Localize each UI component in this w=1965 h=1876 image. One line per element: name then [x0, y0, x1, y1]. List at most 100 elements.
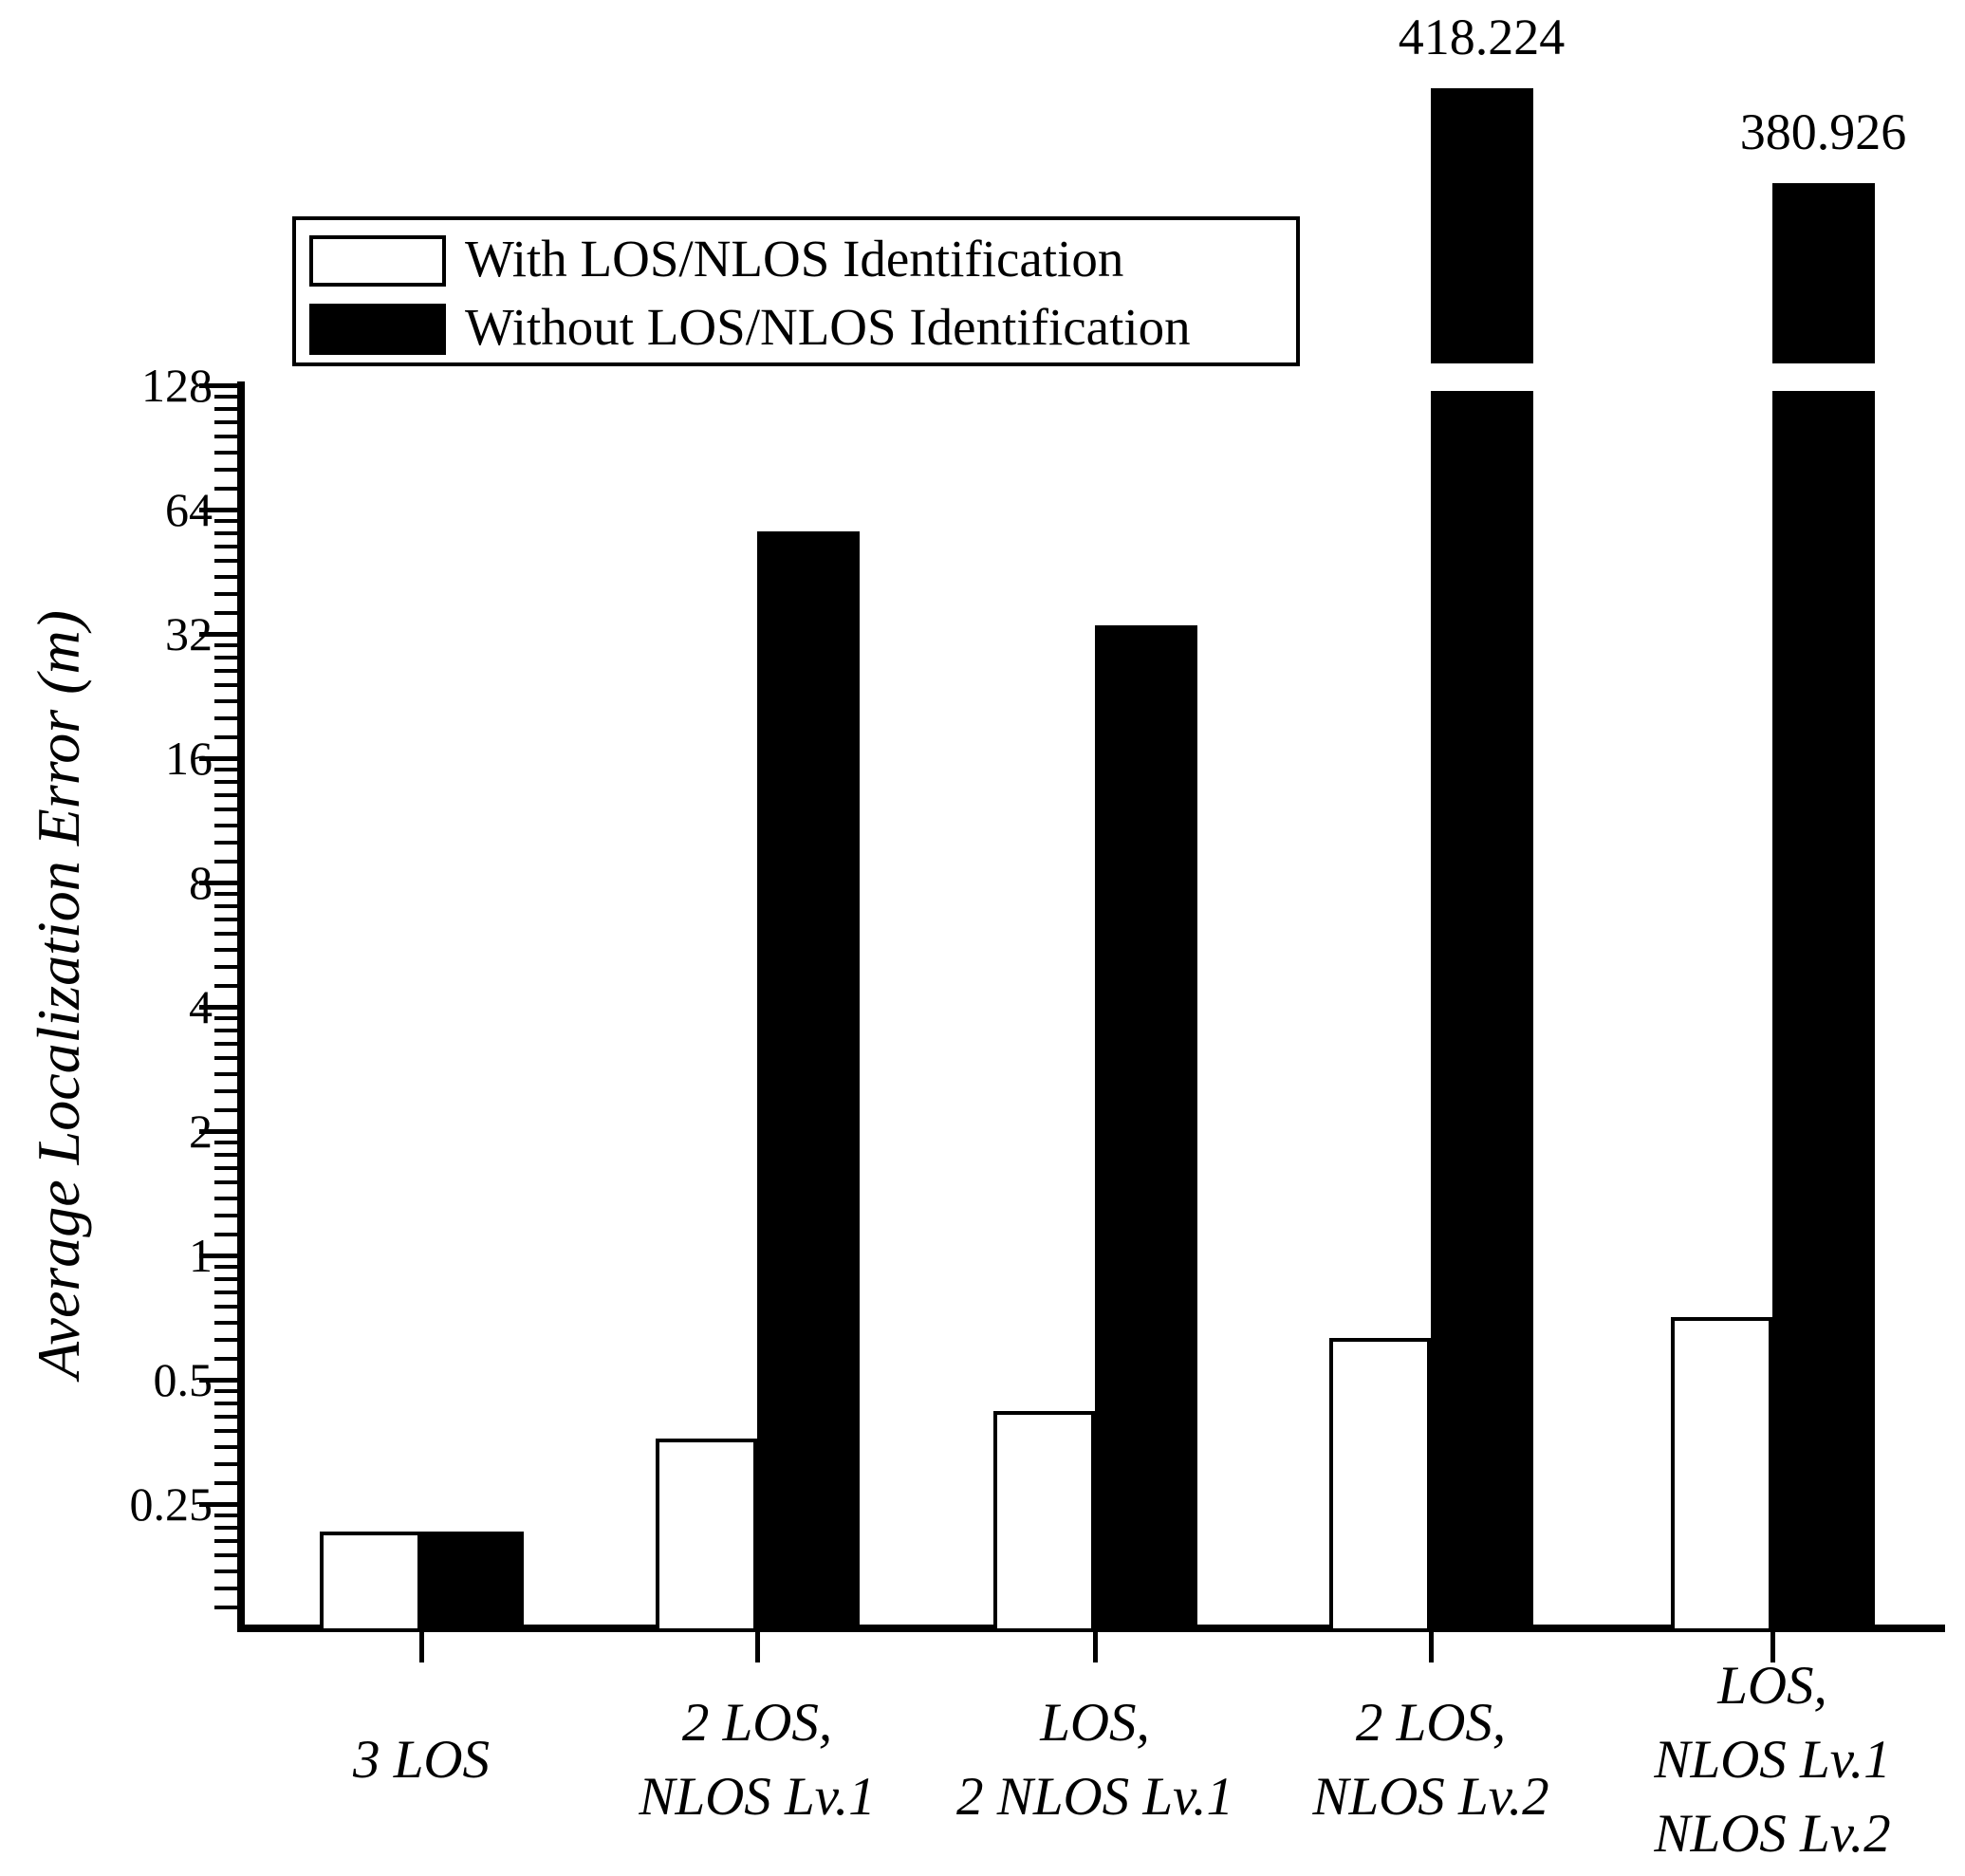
y-major-tick	[199, 880, 237, 885]
y-minor-tick	[214, 591, 237, 596]
y-minor-tick	[214, 610, 237, 615]
legend-label: Without LOS/NLOS Identification	[465, 298, 1191, 356]
x-category-label: 3 LOS	[352, 1730, 491, 1790]
bar-without-id-group4-lower-segment	[1431, 391, 1533, 1632]
y-minor-tick	[214, 407, 237, 412]
y-minor-tick	[214, 683, 237, 688]
y-major-tick	[199, 1004, 237, 1010]
y-tick-label: 16	[165, 732, 213, 785]
y-minor-tick	[214, 486, 237, 491]
y-minor-tick	[214, 1107, 237, 1112]
x-tick	[419, 1632, 424, 1662]
y-major-tick	[199, 631, 237, 637]
y-minor-tick	[214, 932, 237, 937]
y-minor-tick	[214, 1444, 237, 1449]
y-minor-tick	[214, 768, 237, 772]
y-minor-tick	[214, 559, 237, 564]
y-minor-tick	[214, 545, 237, 549]
y-minor-tick	[214, 823, 237, 827]
legend-label: With LOS/NLOS Identification	[465, 230, 1124, 288]
y-minor-tick	[214, 395, 237, 399]
y-minor-tick	[214, 1042, 237, 1047]
y-minor-tick	[214, 1016, 237, 1021]
y-minor-tick	[214, 904, 237, 909]
x-tick	[1429, 1632, 1434, 1662]
y-tick-label: 64	[165, 483, 213, 536]
y-minor-tick	[214, 1586, 237, 1590]
x-category-label: 2 NLOS Lv.1	[956, 1767, 1233, 1827]
y-minor-tick	[214, 1232, 237, 1236]
y-minor-tick	[214, 698, 237, 703]
bar-with-id-group5	[1671, 1316, 1772, 1632]
y-minor-tick	[214, 1265, 237, 1270]
bar-with-id-group4	[1329, 1338, 1431, 1632]
y-major-tick	[199, 1377, 237, 1383]
y-minor-tick	[214, 715, 237, 720]
x-category-label: LOS,	[1717, 1656, 1827, 1716]
y-minor-tick	[214, 793, 237, 798]
y-minor-tick	[214, 1305, 237, 1309]
bar-without-id-group5-lower-segment	[1772, 391, 1875, 1632]
y-tick-label: 0.25	[129, 1477, 213, 1531]
y-minor-tick	[214, 734, 237, 739]
y-minor-tick	[214, 1429, 237, 1434]
y-minor-tick	[214, 1166, 237, 1171]
y-tick-label: 8	[189, 856, 213, 909]
y-minor-tick	[214, 892, 237, 897]
y-minor-tick	[214, 1553, 237, 1558]
bar-without-id-group3	[1095, 624, 1197, 1632]
bar-without-id-group5-upper-segment	[1772, 183, 1875, 363]
y-minor-tick	[214, 1480, 237, 1485]
y-minor-tick	[214, 643, 237, 648]
bar-without-id-group2	[757, 531, 860, 1632]
x-category-label: NLOS Lv.2	[1312, 1767, 1549, 1827]
y-minor-tick	[214, 1389, 237, 1394]
x-tick	[1770, 1632, 1775, 1662]
y-minor-tick	[214, 531, 237, 536]
y-minor-tick	[214, 947, 237, 952]
y-minor-tick	[214, 1277, 237, 1282]
legend-box: With LOS/NLOS Identification Without LOS…	[292, 216, 1300, 366]
bar-value-label: 418.224	[1398, 9, 1566, 65]
y-tick-label: 128	[141, 359, 213, 412]
y-major-tick	[199, 755, 237, 761]
y-major-tick	[199, 1501, 237, 1507]
legend-swatch-black	[309, 304, 446, 355]
bar-with-id-group2	[656, 1439, 757, 1632]
y-axis-spine	[237, 381, 245, 1632]
y-minor-tick	[214, 1196, 237, 1200]
y-minor-tick	[214, 983, 237, 988]
x-category-label: LOS,	[1040, 1693, 1150, 1753]
y-minor-tick	[214, 1088, 237, 1093]
y-minor-tick	[214, 1415, 237, 1420]
y-minor-tick	[214, 1180, 237, 1185]
y-minor-tick	[214, 656, 237, 660]
y-minor-tick	[214, 467, 237, 472]
x-category-label: NLOS Lv.1	[1654, 1730, 1891, 1790]
x-category-label: NLOS Lv.1	[639, 1767, 876, 1827]
x-tick	[1093, 1632, 1098, 1662]
x-category-label: NLOS Lv.2	[1654, 1804, 1891, 1864]
y-minor-tick	[214, 1141, 237, 1145]
y-minor-tick	[214, 1402, 237, 1406]
bar-with-id-group1	[320, 1531, 421, 1632]
y-minor-tick	[214, 669, 237, 674]
y-minor-tick	[214, 1071, 237, 1076]
y-minor-tick	[214, 808, 237, 812]
bar-without-id-group4-upper-segment	[1431, 88, 1533, 363]
y-minor-tick	[214, 1569, 237, 1573]
y-minor-tick	[214, 574, 237, 579]
y-minor-tick	[214, 840, 237, 845]
x-tick	[755, 1632, 760, 1662]
y-minor-tick	[214, 1461, 237, 1466]
y-minor-tick	[214, 1539, 237, 1544]
y-major-tick	[199, 382, 237, 388]
y-minor-tick	[214, 780, 237, 785]
bar-without-id-group1	[421, 1531, 524, 1632]
legend-swatch-white	[309, 235, 446, 287]
y-tick-label: 1	[189, 1229, 213, 1282]
y-tick-label: 4	[189, 980, 213, 1033]
y-minor-tick	[214, 1337, 237, 1342]
y-minor-tick	[214, 1291, 237, 1295]
y-minor-tick	[214, 964, 237, 969]
